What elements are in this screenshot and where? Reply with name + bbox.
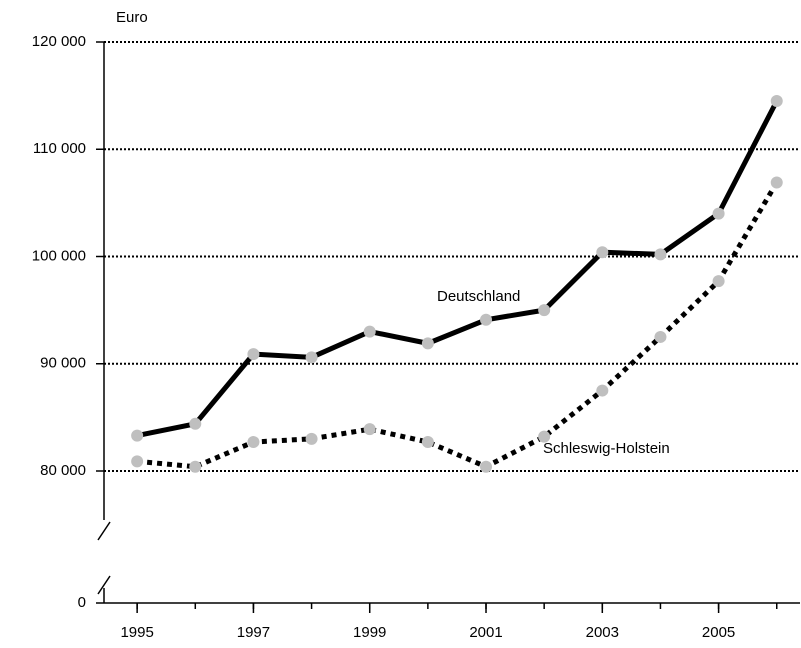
marker (712, 275, 725, 288)
x-tick-label: 2001 (469, 624, 502, 641)
marker (770, 176, 783, 189)
marker (189, 460, 202, 473)
y-tick-label: 0 (78, 594, 86, 611)
marker (596, 246, 609, 259)
series-label: Deutschland (437, 288, 520, 305)
axis-break (97, 521, 111, 541)
marker (654, 248, 667, 261)
marker (421, 436, 434, 449)
x-tick-label: 1997 (237, 624, 270, 641)
y-axis-label: Euro (116, 9, 148, 26)
marker (305, 351, 318, 364)
marker (480, 460, 493, 473)
marker (538, 430, 551, 443)
marker (305, 432, 318, 445)
series-line (136, 99, 779, 439)
series-line (136, 181, 779, 470)
marker (480, 313, 493, 326)
marker (363, 325, 376, 338)
marker (421, 337, 434, 350)
marker (538, 304, 551, 317)
marker (131, 455, 144, 468)
marker (247, 348, 260, 361)
marker (131, 429, 144, 442)
y-tick-label: 90 000 (40, 355, 86, 372)
y-tick-label: 120 000 (32, 33, 86, 50)
marker (596, 384, 609, 397)
marker (770, 94, 783, 107)
x-tick-label: 1999 (353, 624, 386, 641)
marker (654, 330, 667, 343)
marker (247, 436, 260, 449)
y-tick-label: 100 000 (32, 247, 86, 264)
y-tick-label: 80 000 (40, 462, 86, 479)
series-label: Schleswig-Holstein (543, 440, 670, 457)
y-tick-label: 110 000 (33, 140, 86, 157)
marker (712, 207, 725, 220)
axis-break (97, 575, 111, 595)
marker (189, 417, 202, 430)
x-tick-label: 2003 (586, 624, 619, 641)
x-tick-label: 1995 (120, 624, 153, 641)
x-tick-label: 2005 (702, 624, 735, 641)
marker (363, 423, 376, 436)
